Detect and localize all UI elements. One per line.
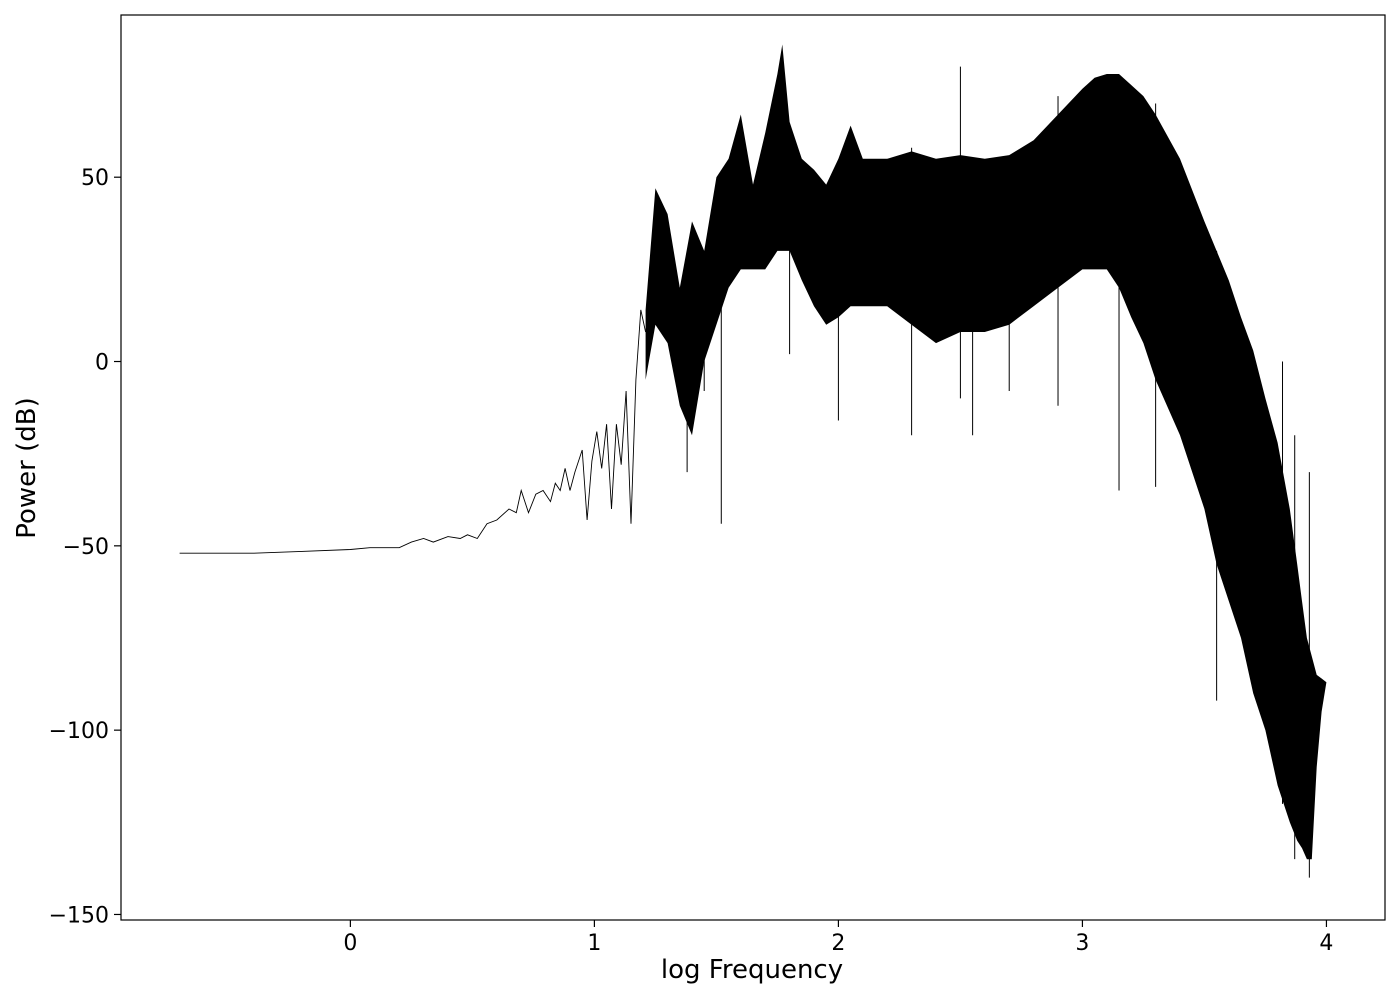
dense-signal-band	[645, 44, 1327, 860]
y-tick-label: −50	[63, 535, 109, 560]
x-axis-label: log Frequency	[661, 955, 843, 985]
y-axis-ticks: −150 −100 −50 0 50	[49, 166, 121, 928]
plot-area	[179, 44, 1327, 878]
x-tick-label: 2	[831, 931, 845, 956]
x-tick-label: 4	[1319, 931, 1333, 956]
y-axis-label: Power (dB)	[12, 397, 42, 539]
series-line-0	[179, 309, 647, 554]
y-tick-label: 0	[95, 351, 109, 376]
x-tick-label: 0	[343, 931, 357, 956]
x-tick-label: 1	[587, 931, 601, 956]
y-tick-label: 50	[81, 166, 109, 191]
x-axis-ticks: 0 1 2 3 4	[343, 920, 1333, 956]
axes-frame	[120, 14, 1386, 921]
y-tick-label: −150	[49, 903, 109, 928]
y-tick-label: −100	[49, 719, 109, 744]
x-tick-label: 3	[1075, 931, 1089, 956]
